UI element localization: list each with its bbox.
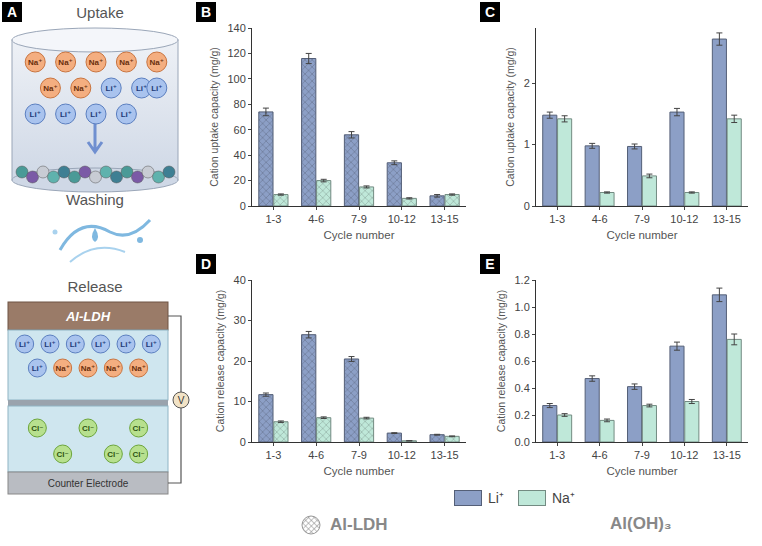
html-text:Na⁺: Na⁺ — [551, 490, 575, 506]
svg-text:Cycle number: Cycle number — [607, 465, 678, 477]
svg-text:0.0: 0.0 — [515, 436, 530, 448]
svg-text:Li⁺: Li⁺ — [136, 84, 147, 93]
svg-text:Na⁺: Na⁺ — [81, 364, 95, 373]
svg-text:20: 20 — [234, 355, 246, 367]
svg-text:1-3: 1-3 — [549, 449, 565, 461]
svg-text:120: 120 — [227, 47, 245, 59]
html-text:C: C — [484, 4, 496, 20]
svg-text:100: 100 — [227, 73, 245, 85]
svg-text:13-15: 13-15 — [713, 213, 741, 225]
svg-text:Li⁺: Li⁺ — [60, 110, 71, 119]
svg-text:Cl⁻: Cl⁻ — [133, 450, 145, 459]
svg-text:13-15: 13-15 — [431, 449, 459, 461]
svg-text:Na⁺: Na⁺ — [119, 58, 133, 67]
svg-text:Na⁺: Na⁺ — [106, 364, 120, 373]
svg-text:Li⁺: Li⁺ — [19, 340, 30, 349]
svg-text:7-9: 7-9 — [351, 213, 367, 225]
svg-text:10-12: 10-12 — [670, 213, 698, 225]
svg-text:60: 60 — [234, 124, 246, 136]
html-text:B: B — [200, 4, 212, 20]
svg-text:Li⁺: Li⁺ — [44, 340, 55, 349]
svg-text:4-6: 4-6 — [308, 449, 324, 461]
svg-text:A: A — [7, 4, 17, 20]
html-text:Li⁺: Li⁺ — [488, 490, 504, 506]
svg-text:Na⁺: Na⁺ — [89, 58, 103, 67]
svg-text:Na⁺: Na⁺ — [131, 364, 145, 373]
svg-text:Li⁺: Li⁺ — [106, 84, 117, 93]
svg-text:0.6: 0.6 — [515, 355, 530, 367]
html-text:Al(OH)₃: Al(OH)₃ — [610, 514, 672, 533]
svg-text:Li⁺: Li⁺ — [121, 110, 132, 119]
svg-text:0: 0 — [524, 200, 530, 212]
svg-text:Na⁺: Na⁺ — [58, 58, 72, 67]
svg-text:Counter Electrode: Counter Electrode — [48, 478, 129, 489]
svg-text:Al-LDH: Al-LDH — [65, 309, 111, 324]
svg-text:13-15: 13-15 — [713, 449, 741, 461]
svg-text:Washing: Washing — [66, 191, 124, 208]
svg-text:Li⁺: Li⁺ — [70, 340, 81, 349]
svg-text:0: 0 — [240, 436, 246, 448]
svg-text:Cation uptake capacity (mg/g): Cation uptake capacity (mg/g) — [504, 47, 516, 186]
svg-text:0.8: 0.8 — [515, 328, 530, 340]
svg-text:0.4: 0.4 — [515, 382, 530, 394]
svg-text:Li⁺: Li⁺ — [151, 84, 162, 93]
svg-text:4-6: 4-6 — [308, 213, 324, 225]
svg-text:Li⁺: Li⁺ — [32, 364, 43, 373]
svg-text:10-12: 10-12 — [670, 449, 698, 461]
svg-text:13-15: 13-15 — [431, 213, 459, 225]
svg-text:20: 20 — [234, 174, 246, 186]
svg-text:1-3: 1-3 — [549, 213, 565, 225]
svg-text:80: 80 — [234, 98, 246, 110]
svg-text:4-6: 4-6 — [592, 449, 608, 461]
svg-text:Cl⁻: Cl⁻ — [31, 424, 43, 433]
svg-text:Cation uptake capacity (mg/g): Cation uptake capacity (mg/g) — [208, 47, 220, 186]
svg-text:Li⁺: Li⁺ — [120, 340, 131, 349]
svg-text:40: 40 — [234, 274, 246, 286]
svg-text:Cl⁻: Cl⁻ — [82, 424, 94, 433]
svg-text:140: 140 — [227, 22, 245, 34]
html-text:E: E — [485, 256, 495, 272]
svg-text:0: 0 — [240, 200, 246, 212]
svg-text:Cl⁻: Cl⁻ — [57, 450, 69, 459]
svg-text:1.0: 1.0 — [515, 301, 530, 313]
svg-text:Li⁺: Li⁺ — [30, 110, 41, 119]
svg-text:Na⁺: Na⁺ — [55, 364, 69, 373]
svg-text:10: 10 — [234, 395, 246, 407]
svg-text:Release: Release — [67, 278, 122, 295]
html-text:Al-LDH: Al-LDH — [330, 515, 388, 534]
svg-text:Na⁺: Na⁺ — [43, 84, 57, 93]
svg-text:Cl⁻: Cl⁻ — [107, 450, 119, 459]
svg-text:Li⁺: Li⁺ — [146, 340, 157, 349]
svg-text:Cation release capacity (mg/g): Cation release capacity (mg/g) — [495, 290, 507, 432]
svg-text:40: 40 — [234, 149, 246, 161]
svg-text:7-9: 7-9 — [634, 449, 650, 461]
svg-text:Na⁺: Na⁺ — [150, 58, 164, 67]
svg-text:Cycle number: Cycle number — [324, 465, 395, 477]
svg-text:Na⁺: Na⁺ — [74, 84, 88, 93]
svg-text:1: 1 — [524, 138, 530, 150]
svg-text:Li⁺: Li⁺ — [95, 340, 106, 349]
svg-text:1-3: 1-3 — [265, 449, 281, 461]
html-text:D: D — [200, 256, 212, 272]
svg-text:1-3: 1-3 — [265, 213, 281, 225]
svg-text:Cation release capacity (mg/g): Cation release capacity (mg/g) — [214, 290, 226, 432]
svg-text:7-9: 7-9 — [351, 449, 367, 461]
svg-text:Cl⁻: Cl⁻ — [133, 424, 145, 433]
svg-text:0.2: 0.2 — [515, 409, 530, 421]
svg-text:Cycle number: Cycle number — [607, 229, 678, 241]
svg-text:10-12: 10-12 — [388, 213, 416, 225]
svg-text:30: 30 — [234, 314, 246, 326]
svg-text:Na⁺: Na⁺ — [28, 58, 42, 67]
svg-text:Uptake: Uptake — [76, 4, 124, 21]
svg-text:Li⁺: Li⁺ — [90, 110, 101, 119]
svg-text:V: V — [178, 395, 185, 406]
svg-text:1.2: 1.2 — [515, 274, 530, 286]
svg-text:7-9: 7-9 — [634, 213, 650, 225]
svg-text:2: 2 — [524, 77, 530, 89]
svg-text:10-12: 10-12 — [388, 449, 416, 461]
svg-text:Cycle number: Cycle number — [324, 229, 395, 241]
svg-text:4-6: 4-6 — [592, 213, 608, 225]
